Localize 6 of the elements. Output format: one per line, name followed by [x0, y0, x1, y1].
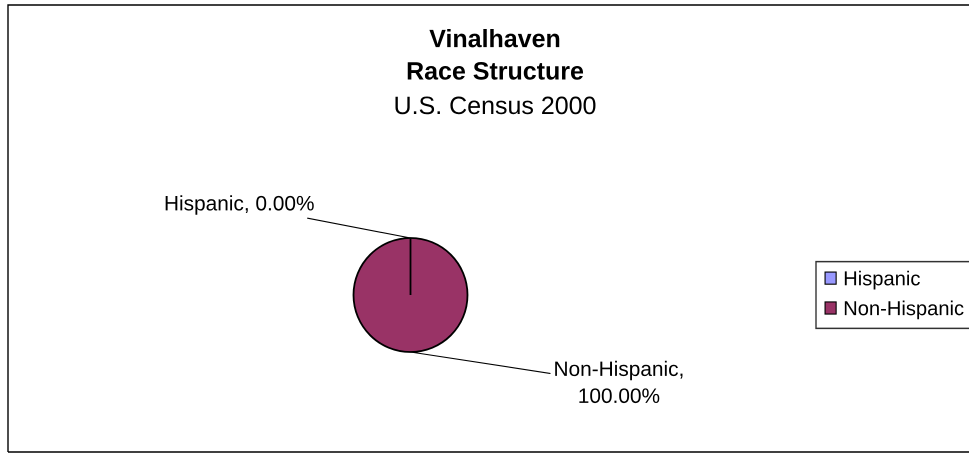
data-label: Non-Hispanic, 100.00% — [555, 360, 682, 404]
text: Hispanic, 0.00% — [166, 195, 314, 215]
chart-title: Vinalhaven Race Structure — [408, 29, 584, 80]
legend-label: Non-Hispanic — [844, 300, 964, 320]
legend-label: Hispanic — [844, 270, 920, 290]
chart-subtitle: U.S. Census 2000 — [395, 96, 596, 114]
